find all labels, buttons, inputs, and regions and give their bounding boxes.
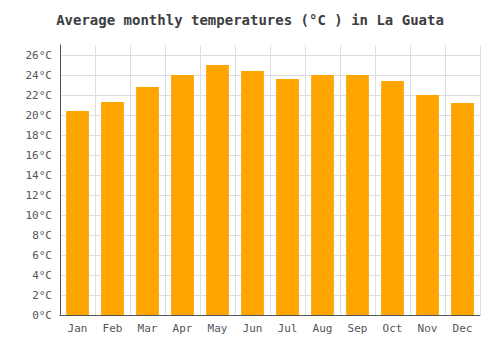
svg-text:4°C: 4°C xyxy=(32,269,52,282)
svg-text:26°C: 26°C xyxy=(26,49,53,62)
svg-text:0°C: 0°C xyxy=(32,309,52,322)
svg-text:20°C: 20°C xyxy=(26,109,53,122)
svg-text:16°C: 16°C xyxy=(26,149,53,162)
svg-text:Mar: Mar xyxy=(138,322,158,335)
svg-text:Aug: Aug xyxy=(313,322,333,335)
svg-text:22°C: 22°C xyxy=(26,89,53,102)
svg-text:Jul: Jul xyxy=(278,322,298,335)
svg-text:Jan: Jan xyxy=(68,322,88,335)
svg-text:10°C: 10°C xyxy=(26,209,53,222)
svg-text:14°C: 14°C xyxy=(26,169,53,182)
svg-text:Feb: Feb xyxy=(103,322,123,335)
svg-text:Average monthly temperatures (: Average monthly temperatures (°C ) in La… xyxy=(56,12,444,28)
svg-text:18°C: 18°C xyxy=(26,129,53,142)
svg-text:6°C: 6°C xyxy=(32,249,52,262)
svg-text:Sep: Sep xyxy=(348,322,368,335)
svg-text:Dec: Dec xyxy=(453,322,473,335)
svg-text:8°C: 8°C xyxy=(32,229,52,242)
svg-text:2°C: 2°C xyxy=(32,289,52,302)
svg-text:Nov: Nov xyxy=(418,322,438,335)
svg-text:May: May xyxy=(208,322,228,335)
svg-text:12°C: 12°C xyxy=(26,189,53,202)
svg-text:Apr: Apr xyxy=(173,322,193,335)
svg-text:Oct: Oct xyxy=(383,322,403,335)
svg-text:Jun: Jun xyxy=(243,322,263,335)
svg-text:24°C: 24°C xyxy=(26,69,53,82)
